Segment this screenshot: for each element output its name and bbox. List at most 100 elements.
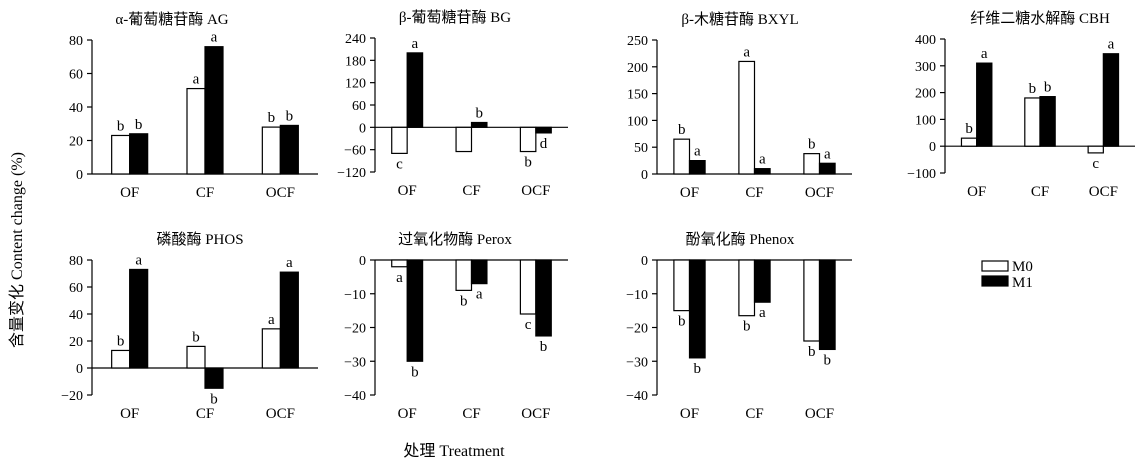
y-tick-label: 100	[627, 114, 648, 129]
bar-ocf-m0	[261, 126, 281, 175]
x-category-label: OCF	[521, 406, 550, 422]
bar-of-m0	[960, 137, 978, 147]
bar-ocf-m1	[818, 162, 836, 175]
y-tick-label: 60	[69, 281, 83, 296]
figure-xlabel: 处理 Treatment	[403, 442, 505, 460]
y-tick-label: 240	[345, 32, 366, 47]
significance-label: b	[1029, 81, 1037, 97]
panel-2: β-葡萄糖苷酶 BG−120−60060120180240caOFbCFbdOC…	[337, 9, 568, 199]
x-category-label: OCF	[1089, 184, 1118, 200]
y-tick-label: 0	[641, 254, 648, 269]
significance-label: a	[759, 152, 766, 168]
x-category-label: CF	[745, 185, 763, 201]
significance-label: b	[694, 361, 702, 377]
y-tick-label: 200	[627, 61, 648, 76]
y-tick-label: 400	[915, 33, 936, 48]
y-tick-label: −10	[344, 288, 366, 303]
x-category-label: OF	[680, 406, 699, 422]
bar-of-m0	[111, 349, 131, 369]
bar-of-m1	[406, 259, 424, 362]
y-tick-label: 0	[359, 121, 366, 136]
x-category-label: OCF	[805, 406, 834, 422]
bar-ocf-m0	[519, 259, 537, 315]
bar-ocf-m1	[279, 124, 299, 175]
x-category-label: OF	[680, 185, 699, 201]
significance-label: a	[412, 36, 419, 52]
significance-label: b	[475, 105, 483, 121]
legend-swatch-m1	[981, 275, 1009, 287]
x-category-label: OF	[398, 406, 417, 422]
panel-title: α-葡萄糖苷酶 AG	[115, 11, 228, 28]
bar-cf-m1	[470, 259, 488, 285]
y-tick-label: −20	[626, 322, 648, 337]
bar-ocf-m0	[261, 328, 281, 369]
bar-of-m1	[688, 160, 706, 175]
y-tick-label: −60	[344, 144, 366, 159]
significance-label: b	[678, 122, 686, 138]
significance-label: b	[192, 329, 200, 345]
significance-label: a	[193, 72, 200, 88]
bar-of-m0	[111, 134, 131, 175]
panel-title: β-木糖苷酶 BXYL	[681, 11, 798, 28]
x-category-label: CF	[1031, 184, 1049, 200]
significance-label: b	[286, 108, 294, 124]
x-category-label: OF	[967, 184, 986, 200]
significance-label: a	[286, 255, 293, 271]
y-tick-label: 200	[915, 87, 936, 102]
y-tick-label: 80	[69, 34, 83, 49]
y-tick-label: −100	[907, 167, 936, 182]
legend-label-m1: M1	[1012, 275, 1033, 291]
y-tick-label: −30	[626, 355, 648, 370]
significance-label: b	[808, 137, 816, 153]
bar-cf-m0	[455, 126, 473, 153]
significance-label: a	[268, 312, 275, 328]
panel-title: β-葡萄糖苷酶 BG	[399, 9, 511, 26]
bar-ocf-m1	[535, 259, 552, 337]
significance-label: a	[476, 287, 483, 303]
figure-ylabel: 含量变化 Content change (%)	[8, 152, 26, 348]
bar-cf-m0	[186, 87, 206, 175]
bar-cf-m1	[1039, 96, 1056, 147]
y-tick-label: 20	[69, 135, 83, 150]
significance-label: a	[981, 46, 988, 62]
significance-label: b	[678, 314, 686, 330]
panel-title: 酚氧化酶 Phenox	[686, 231, 795, 248]
bar-of-m1	[406, 52, 424, 128]
bar-of-m0	[391, 126, 408, 154]
panel-title: 纤维二糖水解酶 CBH	[970, 10, 1110, 27]
significance-label: a	[396, 270, 403, 286]
bar-of-m1	[976, 62, 993, 147]
significance-label: b	[210, 391, 218, 407]
significance-label: b	[268, 110, 276, 126]
bar-cf-m1	[204, 367, 224, 389]
y-tick-label: 150	[627, 88, 648, 103]
bar-cf-m0	[738, 60, 756, 175]
y-tick-label: 180	[345, 54, 366, 69]
bar-ocf-m1	[279, 271, 299, 369]
x-category-label: CF	[745, 406, 763, 422]
significance-label: a	[743, 44, 750, 60]
y-tick-label: 300	[915, 60, 936, 75]
significance-label: a	[694, 144, 701, 160]
significance-label: a	[135, 252, 142, 268]
y-tick-label: −20	[61, 389, 83, 404]
y-tick-label: 60	[69, 68, 83, 83]
bar-ocf-m1	[1102, 53, 1120, 147]
y-tick-label: −10	[626, 288, 648, 303]
legend-label-m0: M0	[1012, 259, 1033, 275]
x-category-label: OCF	[266, 406, 295, 422]
y-tick-label: −40	[344, 389, 366, 404]
x-category-label: OF	[120, 406, 139, 422]
bar-ocf-m0	[803, 259, 821, 342]
significance-label: b	[411, 364, 419, 380]
bar-of-m1	[688, 259, 706, 359]
bar-of-m1	[129, 268, 149, 369]
bar-of-m1	[129, 133, 149, 175]
y-tick-label: 50	[634, 141, 648, 156]
